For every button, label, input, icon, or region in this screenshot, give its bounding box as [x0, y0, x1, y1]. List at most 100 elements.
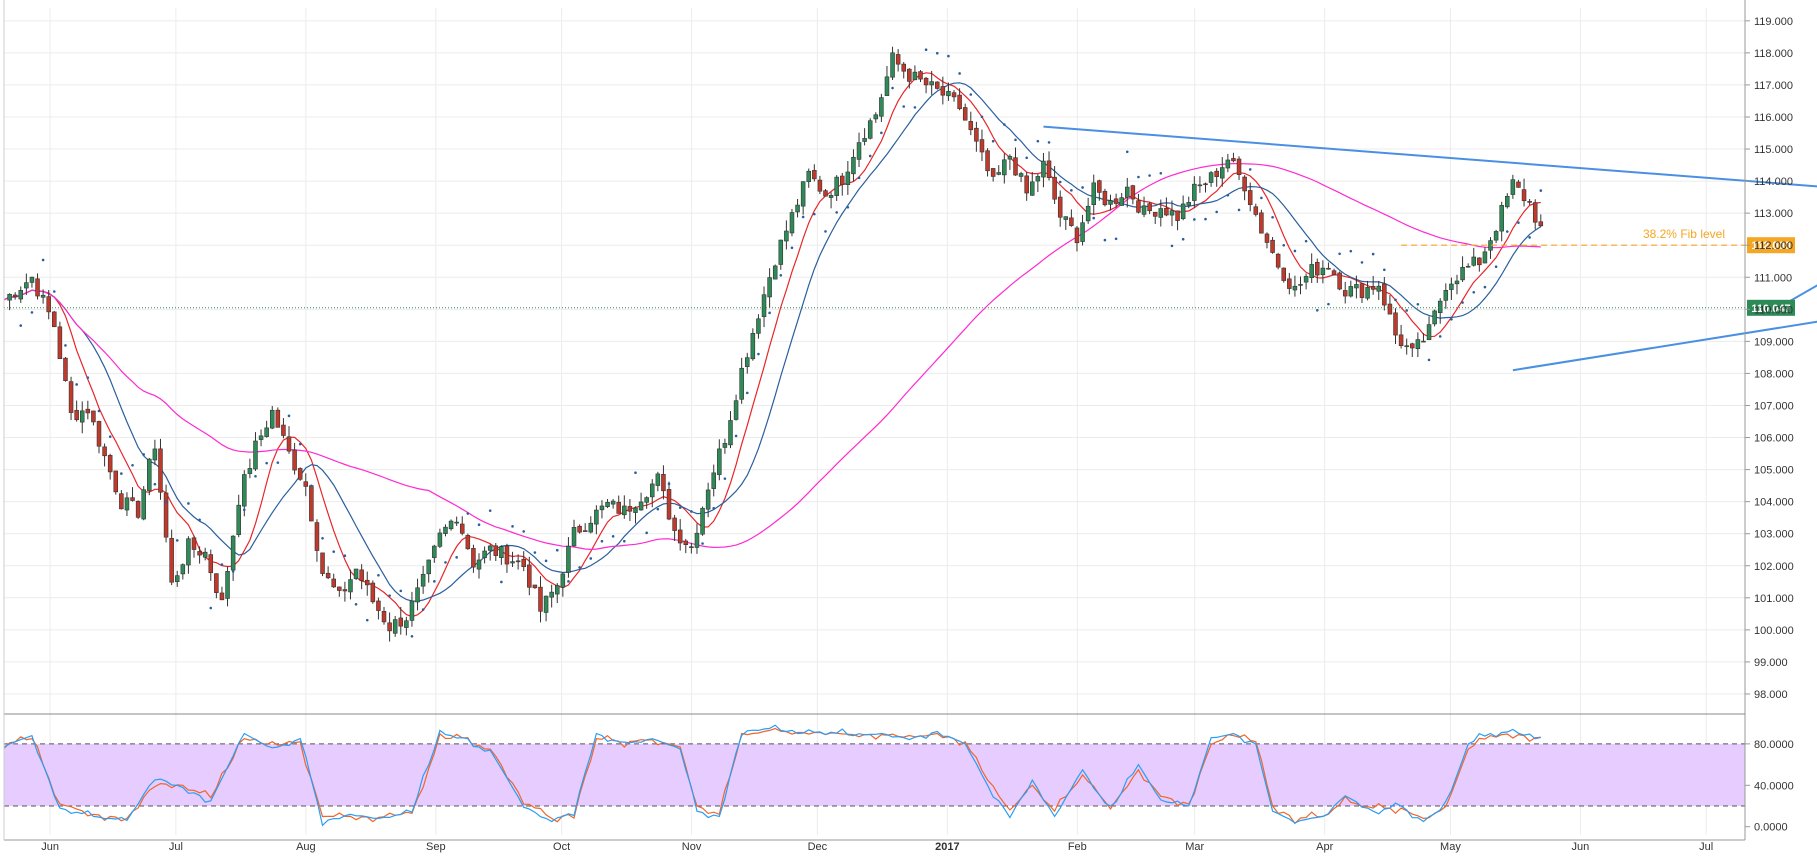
- sar-dot: [1237, 208, 1241, 212]
- candle-bearish: [163, 492, 169, 538]
- candle-bearish: [1069, 217, 1074, 226]
- candle-bullish: [432, 545, 437, 558]
- candle-bullish: [1007, 156, 1013, 160]
- candle-bullish: [862, 138, 867, 142]
- candle-bullish: [728, 420, 733, 446]
- y-tick-label: 99.000: [1754, 657, 1788, 669]
- candle-bearish: [465, 535, 471, 550]
- sar-dot: [846, 205, 850, 209]
- candle-bullish: [29, 276, 35, 283]
- sar-dot: [656, 507, 660, 511]
- candle-bullish: [1292, 285, 1298, 291]
- sar-dot: [1036, 139, 1040, 143]
- candle-bullish: [1035, 176, 1041, 182]
- x-tick-label: Sep: [426, 841, 446, 853]
- candle-bullish: [180, 564, 186, 575]
- candle-bearish: [1013, 157, 1018, 176]
- candle-bullish: [644, 497, 649, 503]
- sar-dot: [969, 93, 973, 96]
- moving-average-lines: [3, 72, 1542, 618]
- candle-bearish: [812, 170, 817, 180]
- candle-bullish: [264, 427, 269, 437]
- candle-bullish: [705, 489, 711, 510]
- sar-dot: [153, 482, 157, 486]
- candle-bullish: [622, 505, 627, 516]
- y-tick-label: 101.000: [1754, 593, 1794, 605]
- candle-bullish: [1460, 266, 1465, 281]
- sar-dot: [779, 273, 783, 277]
- y-tick-label: 104.000: [1754, 497, 1794, 509]
- candle-bullish: [24, 282, 29, 289]
- candle-bearish: [91, 410, 96, 423]
- sar-dot: [1204, 217, 1207, 221]
- candle-bearish: [1147, 203, 1152, 212]
- candle-bullish: [510, 561, 515, 564]
- candlesticks: [7, 46, 1544, 642]
- candle-bullish: [448, 520, 454, 530]
- sar-dot: [365, 618, 369, 622]
- candle-bearish: [364, 579, 370, 586]
- candle-bearish: [1136, 200, 1141, 213]
- candle-bullish: [1169, 210, 1175, 216]
- candle-bullish: [1376, 285, 1382, 292]
- sar-dot: [623, 539, 626, 543]
- candle-bullish: [487, 545, 493, 551]
- y-tick-label: 114.000: [1754, 176, 1793, 188]
- candle-bearish: [309, 485, 314, 522]
- last-price-badge: [1747, 299, 1795, 316]
- candle-bearish: [275, 409, 281, 428]
- sar-dot: [1505, 230, 1509, 233]
- sar-dot: [1137, 175, 1140, 179]
- candle-bullish: [761, 294, 767, 317]
- candle-bearish: [1387, 303, 1393, 315]
- trendline: [1512, 320, 1817, 372]
- candle-bearish: [1382, 283, 1387, 306]
- candle-bearish: [532, 584, 538, 589]
- sar-dot: [287, 414, 291, 418]
- candle-bullish: [1499, 205, 1504, 232]
- candle-bullish: [415, 587, 420, 603]
- candle-bearish: [1074, 227, 1080, 244]
- candle-bullish: [1108, 200, 1113, 205]
- candle-bullish: [269, 409, 275, 429]
- candle-bullish: [929, 81, 934, 86]
- sar-dot: [500, 580, 503, 584]
- sar-dot: [813, 212, 816, 216]
- candle-bullish: [1119, 197, 1124, 206]
- candle-bullish: [230, 535, 236, 571]
- candle-bullish: [1320, 267, 1326, 276]
- candle-bearish: [337, 586, 342, 591]
- candle-bullish: [1063, 216, 1069, 220]
- x-tick-label: Oct: [553, 841, 570, 853]
- candle-bearish: [1337, 272, 1342, 290]
- candle-bullish: [202, 551, 208, 558]
- candle-bullish: [1465, 265, 1471, 268]
- sar-dot: [198, 518, 201, 522]
- sar-dot: [768, 311, 771, 315]
- candle-bullish: [1348, 286, 1354, 297]
- sar-dot: [1304, 239, 1308, 243]
- x-tick-label: Dec: [808, 841, 828, 853]
- candle-bullish: [1197, 184, 1203, 187]
- candle-bullish: [437, 532, 443, 547]
- candle-bearish: [130, 497, 135, 501]
- sar-dot: [589, 557, 593, 560]
- sar-dot: [1405, 309, 1408, 312]
- sar-dot: [913, 106, 917, 109]
- sar-dot: [712, 506, 716, 510]
- candle-bearish: [990, 168, 996, 177]
- candle-bullish: [476, 559, 482, 570]
- sar-dot: [935, 51, 939, 55]
- candle-bullish: [225, 571, 230, 599]
- candle-bearish: [1113, 198, 1119, 204]
- candle-bearish: [169, 538, 174, 583]
- sar-dot: [1058, 180, 1062, 184]
- candle-bearish: [1214, 170, 1219, 177]
- sar-dot: [1293, 249, 1297, 253]
- fib-level-label: 38.2% Fib level: [1643, 227, 1725, 241]
- candle-bearish: [1253, 206, 1259, 215]
- sar-dot: [667, 482, 671, 486]
- sar-dot: [1271, 215, 1274, 219]
- candle-bearish: [666, 489, 672, 520]
- candle-bullish: [711, 472, 716, 489]
